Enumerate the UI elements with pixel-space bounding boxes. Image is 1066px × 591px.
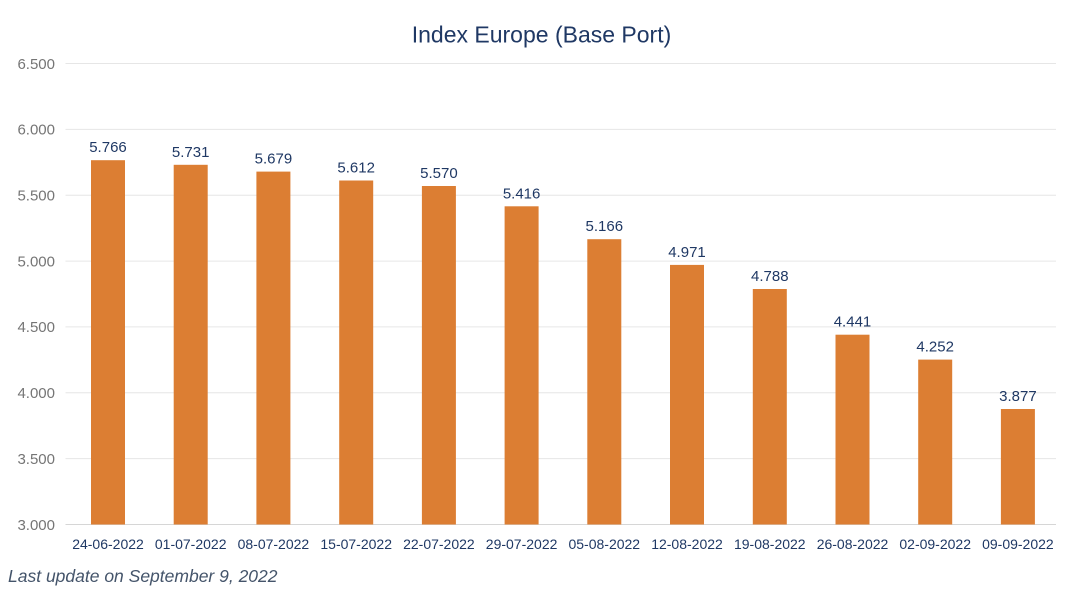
svg-text:6.000: 6.000: [17, 122, 55, 139]
svg-text:5.000: 5.000: [17, 253, 55, 270]
svg-text:3.877: 3.877: [999, 388, 1037, 405]
svg-text:08-07-2022: 08-07-2022: [238, 536, 310, 552]
svg-text:4.971: 4.971: [668, 244, 706, 261]
svg-text:3.000: 3.000: [17, 517, 55, 534]
svg-text:09-09-2022: 09-09-2022: [982, 536, 1054, 552]
svg-text:02-09-2022: 02-09-2022: [899, 536, 971, 552]
svg-text:5.679: 5.679: [255, 151, 293, 168]
svg-text:5.766: 5.766: [89, 139, 127, 156]
svg-text:4.000: 4.000: [17, 385, 55, 402]
svg-text:01-07-2022: 01-07-2022: [155, 536, 227, 552]
svg-text:22-07-2022: 22-07-2022: [403, 536, 475, 552]
svg-text:5.416: 5.416: [503, 185, 541, 202]
svg-text:29-07-2022: 29-07-2022: [486, 536, 558, 552]
svg-text:5.500: 5.500: [17, 188, 55, 205]
svg-text:15-07-2022: 15-07-2022: [320, 536, 392, 552]
svg-text:5.570: 5.570: [420, 165, 458, 182]
svg-text:Last update on September 9, 20: Last update on September 9, 2022: [8, 566, 278, 586]
svg-text:5.166: 5.166: [586, 218, 624, 235]
svg-text:4.500: 4.500: [17, 319, 55, 336]
svg-text:12-08-2022: 12-08-2022: [651, 536, 723, 552]
svg-text:3.500: 3.500: [17, 451, 55, 468]
svg-text:4.252: 4.252: [916, 339, 954, 356]
svg-text:4.441: 4.441: [834, 314, 872, 331]
svg-text:5.612: 5.612: [337, 160, 375, 177]
svg-text:05-08-2022: 05-08-2022: [568, 536, 640, 552]
svg-text:Index Europe (Base Port): Index Europe (Base Port): [412, 22, 672, 48]
svg-text:5.731: 5.731: [172, 144, 210, 161]
svg-text:26-08-2022: 26-08-2022: [817, 536, 889, 552]
svg-text:19-08-2022: 19-08-2022: [734, 536, 806, 552]
svg-text:4.788: 4.788: [751, 268, 789, 285]
svg-text:24-06-2022: 24-06-2022: [72, 536, 144, 552]
svg-text:6.500: 6.500: [17, 56, 55, 73]
